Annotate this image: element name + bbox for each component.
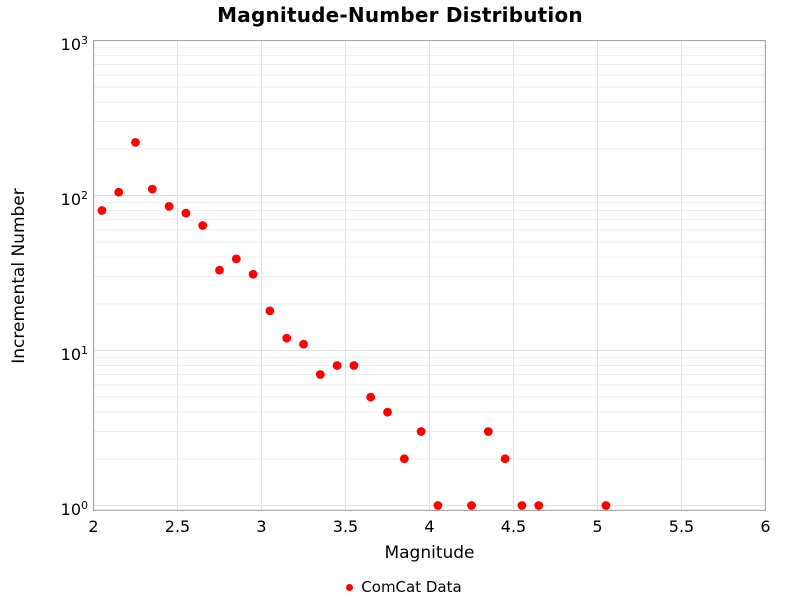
y-tick-label: 100 [60, 498, 88, 519]
data-point [467, 501, 476, 510]
data-point [299, 339, 308, 349]
legend-dot-icon [346, 583, 354, 591]
data-point [164, 202, 174, 211]
y-tick-label: 103 [60, 33, 88, 54]
data-point [147, 184, 157, 194]
plot-area [92, 39, 767, 512]
data-points [97, 138, 611, 510]
data-point [181, 208, 191, 218]
data-point [366, 392, 376, 402]
y-axis-label: Incremental Number [9, 188, 29, 364]
data-point [399, 454, 409, 464]
data-point [215, 265, 224, 275]
data-point [231, 254, 241, 264]
data-point [601, 501, 611, 510]
chart-title: Magnitude-Number Distribution [217, 3, 583, 27]
data-point [198, 221, 208, 230]
x-tick-label: 6 [760, 517, 771, 536]
data-point [534, 501, 544, 510]
y-tick-label: 101 [60, 343, 88, 364]
x-tick-label: 5 [592, 517, 603, 536]
data-point [383, 407, 392, 417]
x-tick-label: 3 [256, 517, 267, 536]
data-point [433, 501, 443, 510]
data-point [97, 206, 107, 215]
x-tick-label: 4 [424, 517, 435, 536]
x-tick-label: 2.5 [164, 517, 191, 536]
plot-canvas [92, 39, 767, 512]
x-axis-label: Magnitude [384, 543, 475, 563]
x-tick-label: 4.5 [500, 517, 527, 536]
legend: ComCat Data [4, 577, 800, 597]
data-point [114, 187, 124, 197]
data-point [315, 370, 325, 379]
data-point [500, 454, 510, 464]
x-tick-label: 3.5 [332, 517, 359, 536]
data-point [416, 427, 426, 436]
data-point [248, 269, 258, 279]
data-point [483, 427, 493, 436]
major-gridlines [93, 40, 766, 511]
legend-label: ComCat Data [361, 578, 462, 596]
data-point [265, 306, 275, 316]
plot-border [92, 39, 767, 512]
data-point [332, 361, 342, 370]
x-tick-label: 2 [88, 517, 99, 536]
data-point [282, 333, 292, 343]
data-point [517, 501, 527, 510]
data-point [349, 361, 359, 370]
y-tick-label: 102 [60, 188, 88, 209]
x-tick-label: 5.5 [668, 517, 695, 536]
data-point [131, 138, 140, 147]
